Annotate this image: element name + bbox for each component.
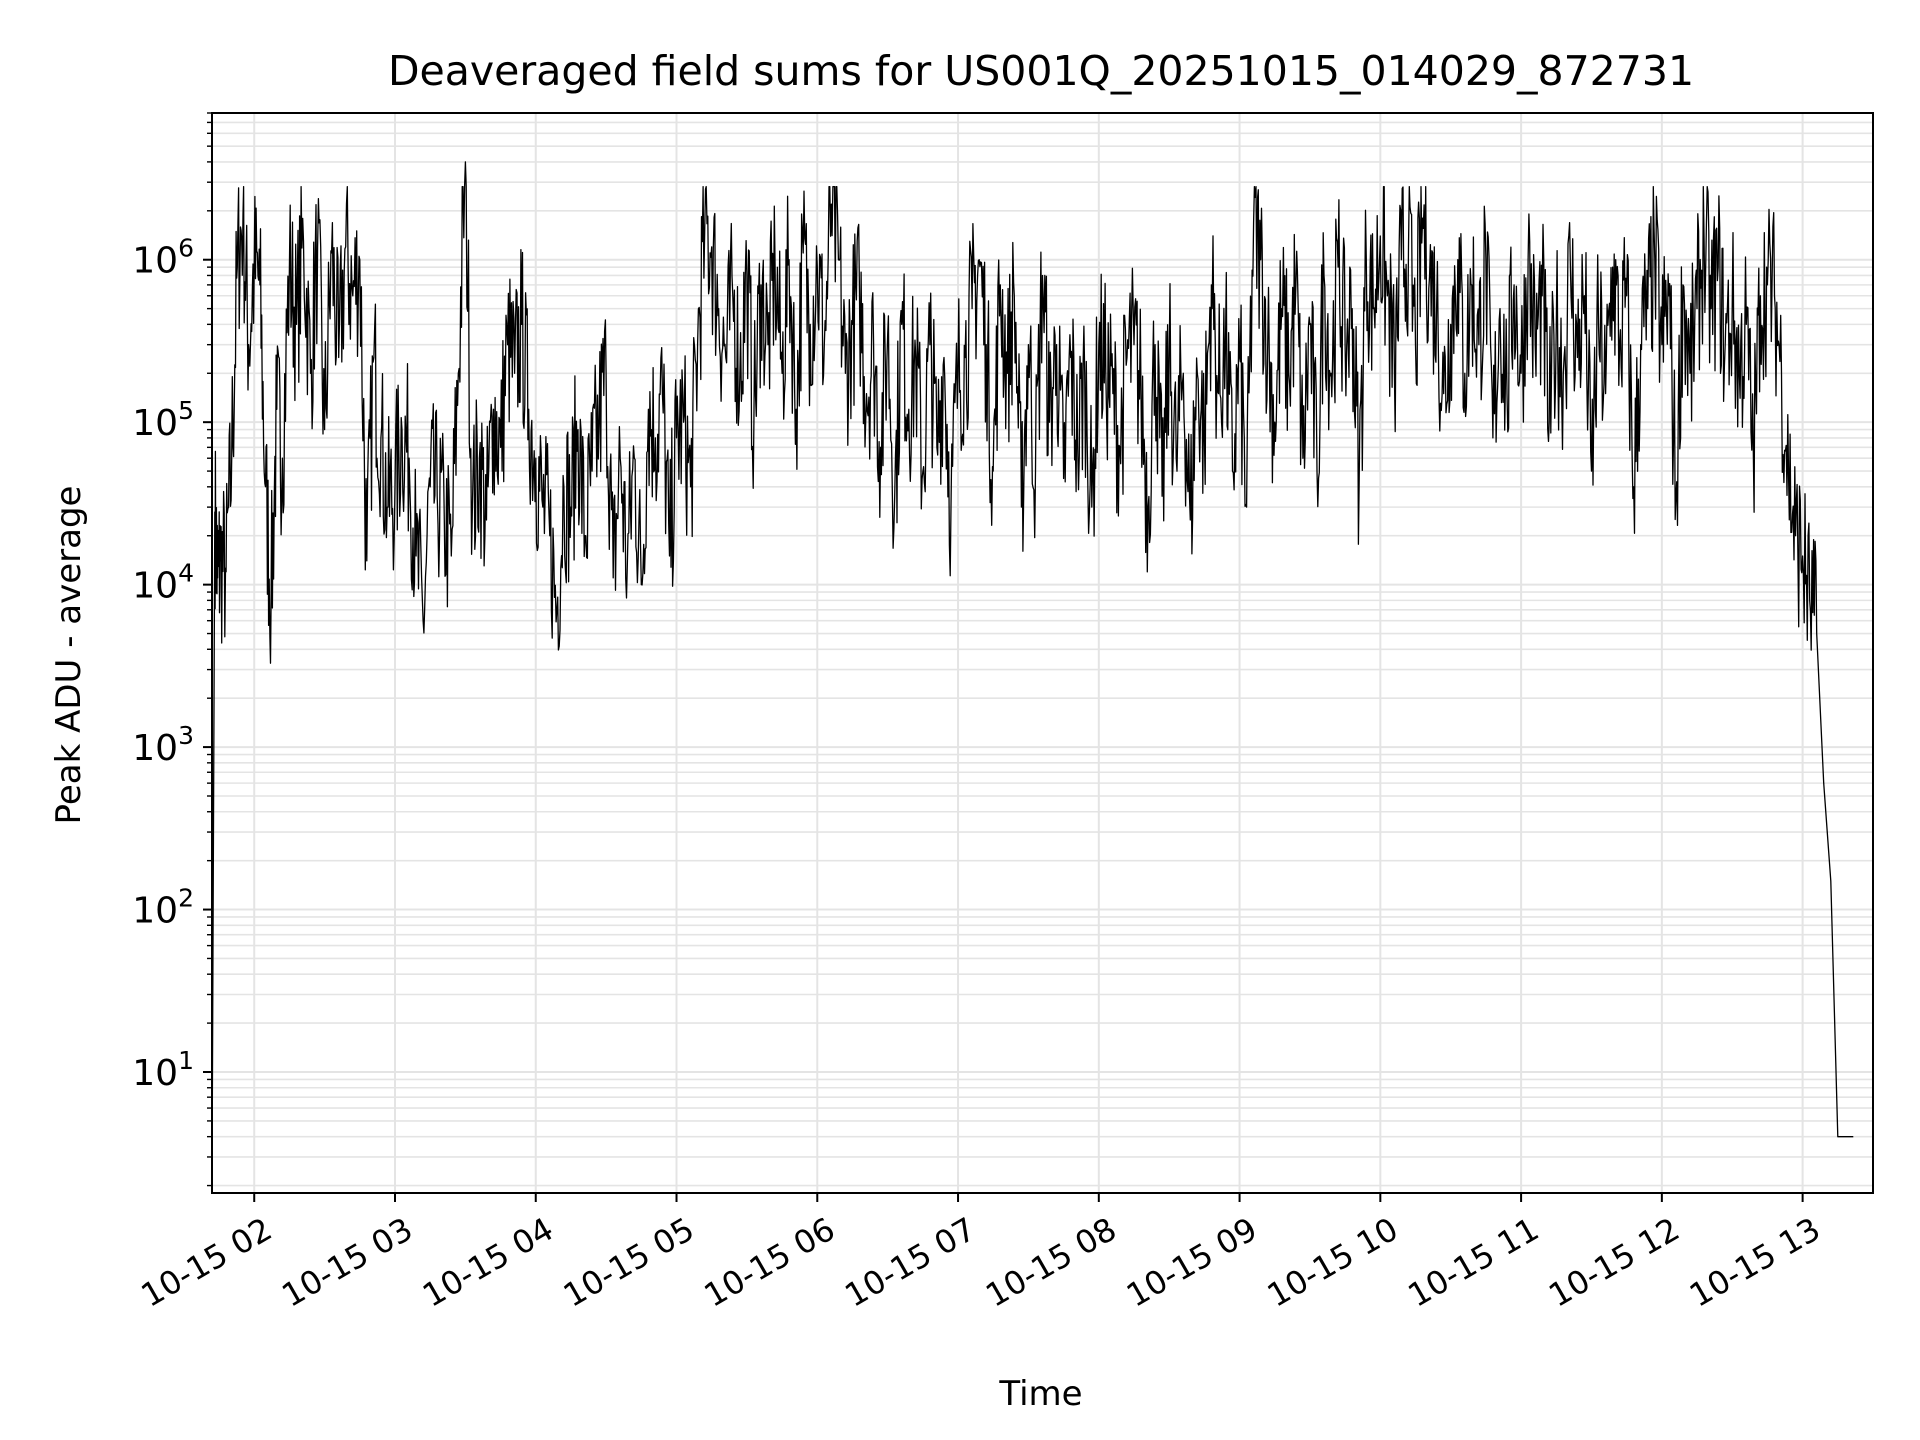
line-series [211, 161, 1854, 1186]
y-tick-base: 10 [132, 728, 178, 769]
y-tick-label: 105 [132, 396, 194, 444]
y-tick-base: 10 [132, 566, 178, 607]
y-tick-base: 10 [132, 891, 178, 932]
series-line [211, 161, 1854, 1186]
y-axis-label: Peak ADU - average [49, 486, 89, 825]
y-tick-base: 10 [132, 403, 178, 444]
y-tick-label: 102 [132, 884, 194, 932]
y-tick-base: 10 [132, 241, 178, 282]
chart-title: Deaveraged field sums for US001Q_2025101… [388, 47, 1694, 95]
y-tick-exponent: 1 [178, 1046, 194, 1075]
y-tick-label: 101 [132, 1046, 194, 1094]
y-tick-label: 106 [132, 234, 194, 282]
y-tick-exponent: 5 [178, 396, 194, 425]
y-tick-exponent: 4 [178, 559, 194, 588]
y-tick-exponent: 3 [178, 721, 194, 750]
plot-area-frame [211, 112, 1874, 1194]
x-axis-label: Time [998, 1374, 1082, 1414]
y-tick-base: 10 [132, 1053, 178, 1094]
y-tick-exponent: 2 [178, 884, 194, 913]
y-tick-label: 104 [132, 559, 194, 607]
grid [212, 112, 1873, 1193]
y-tick-exponent: 6 [178, 234, 194, 263]
y-tick-label: 103 [132, 721, 194, 769]
